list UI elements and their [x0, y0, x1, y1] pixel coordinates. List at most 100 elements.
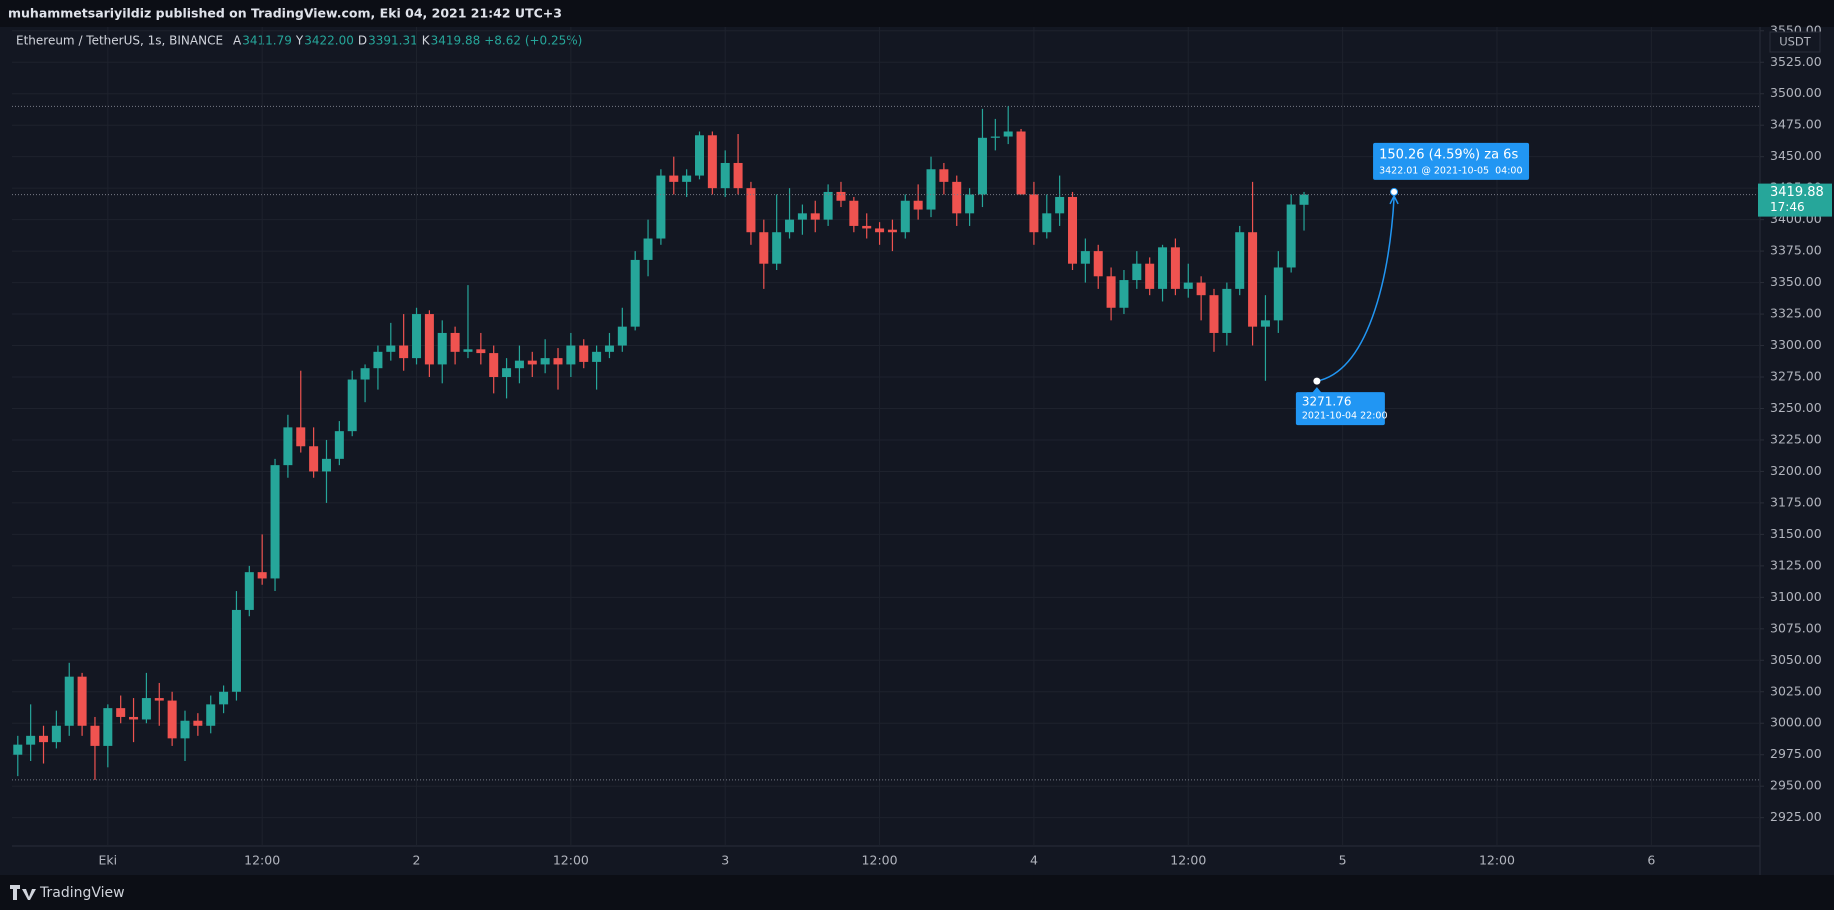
candle-body — [707, 135, 717, 189]
y-tick-label: 3250.00 — [1770, 400, 1822, 415]
measure-curve — [1316, 197, 1395, 382]
candle-body — [26, 735, 36, 745]
candle-body — [797, 213, 807, 220]
y-tick-label: 3500.00 — [1770, 85, 1822, 100]
ohlc-value: 3422.00 — [304, 34, 354, 48]
candle-body — [1068, 196, 1078, 264]
candle-body — [141, 698, 151, 720]
brand-logo — [10, 885, 36, 900]
x-tick-label: 12:00 — [1170, 853, 1206, 868]
candle-body — [386, 345, 396, 352]
candle-body — [1003, 131, 1013, 137]
y-tick-label: 2925.00 — [1770, 809, 1822, 824]
candle-body — [1235, 232, 1245, 289]
candle-body — [334, 431, 344, 459]
candle-body — [103, 708, 113, 746]
candle-body — [965, 194, 975, 214]
candle-body — [913, 200, 923, 210]
candle-body — [759, 232, 769, 264]
candle-body — [1093, 251, 1103, 277]
y-tick-label: 3225.00 — [1770, 431, 1822, 446]
ohlc-value: 3419.88 — [431, 34, 481, 48]
y-tick-label: 2975.00 — [1770, 746, 1822, 761]
measure-arrow — [1389, 194, 1399, 205]
y-tick-label: 3275.00 — [1770, 369, 1822, 384]
candle-body — [437, 332, 447, 365]
end-label: 150.26 (4.59%) za 6s — [1379, 147, 1518, 162]
candle-body — [167, 700, 177, 739]
candle-body — [129, 716, 139, 720]
candle-body — [810, 213, 820, 220]
candle-body — [283, 427, 293, 466]
x-tick-label: 12:00 — [244, 853, 280, 868]
axis-unit: USDT — [1779, 35, 1812, 49]
candle-body — [527, 360, 537, 365]
candle-body — [90, 725, 100, 746]
candle-body — [1016, 131, 1026, 195]
candle-body — [553, 358, 563, 365]
candle-body — [579, 345, 589, 362]
start-date: 2021-10-04 22:00 — [1302, 411, 1388, 422]
candle-body — [1196, 282, 1206, 296]
candle-body — [373, 351, 383, 369]
candle-body — [257, 572, 267, 579]
candle-body — [720, 162, 730, 189]
ohlc-value: 3391.31 — [368, 34, 418, 48]
change: +8.62 (+0.25%) — [484, 34, 582, 48]
candle-body — [51, 725, 61, 743]
candle-body — [180, 720, 190, 739]
candle-body — [64, 676, 74, 726]
candle-body — [1299, 194, 1309, 205]
y-tick-label: 3150.00 — [1770, 526, 1822, 541]
x-tick-label: 5 — [1339, 853, 1347, 868]
ohlc-key: K — [422, 34, 431, 48]
x-tick-label: 2 — [413, 853, 421, 868]
candle-body — [219, 691, 229, 705]
candle-body — [309, 446, 319, 472]
candle-body — [823, 191, 833, 220]
candle-body — [875, 228, 885, 233]
candle-body — [244, 572, 254, 610]
countdown: 17:46 — [1770, 200, 1805, 214]
candle-body — [849, 200, 859, 226]
candle-body — [476, 349, 486, 354]
header-bar — [0, 0, 1834, 27]
logo-mark — [22, 889, 36, 900]
candle-body — [206, 704, 216, 726]
candle-body — [746, 188, 756, 233]
y-tick-label: 3350.00 — [1770, 274, 1822, 289]
candle-body — [977, 137, 987, 195]
y-tick-label: 3175.00 — [1770, 494, 1822, 509]
ohlc-value: 3411.79 — [242, 34, 292, 48]
x-tick-label: 12:00 — [1479, 853, 1515, 868]
axis-unit-box — [1769, 31, 1821, 53]
end-detail: 3422.01 @ 2021-10-05 04:00 — [1379, 165, 1522, 176]
x-tick-label: Eki — [99, 853, 118, 868]
legend: Ethereum / TetherUS, 1s, BINANCE A 3411.79… — [16, 34, 582, 48]
candle-body — [939, 169, 949, 182]
candle-body — [952, 181, 962, 214]
start-box — [1295, 392, 1385, 426]
y-tick-label: 3000.00 — [1770, 715, 1822, 730]
candle-body — [1273, 267, 1283, 321]
publisher-line: muhammetsariyildiz published on TradingV… — [8, 6, 562, 21]
candle-body — [399, 345, 409, 359]
logo-mark — [10, 885, 20, 900]
y-tick-label: 3475.00 — [1770, 117, 1822, 132]
candle-body — [669, 175, 679, 182]
measure-start — [1313, 377, 1321, 385]
candle-body — [1055, 196, 1065, 214]
candle-body — [1080, 251, 1090, 264]
last-price-box — [1758, 183, 1832, 217]
y-tick-label: 3075.00 — [1770, 620, 1822, 635]
candle-body — [592, 351, 602, 362]
candle-body — [77, 676, 87, 726]
candle-body — [1132, 263, 1142, 281]
candle-body — [450, 332, 460, 352]
candle-body — [887, 229, 897, 233]
candle-body — [926, 169, 936, 210]
x-tick-label: 6 — [1647, 853, 1655, 868]
candle-body — [39, 735, 49, 743]
